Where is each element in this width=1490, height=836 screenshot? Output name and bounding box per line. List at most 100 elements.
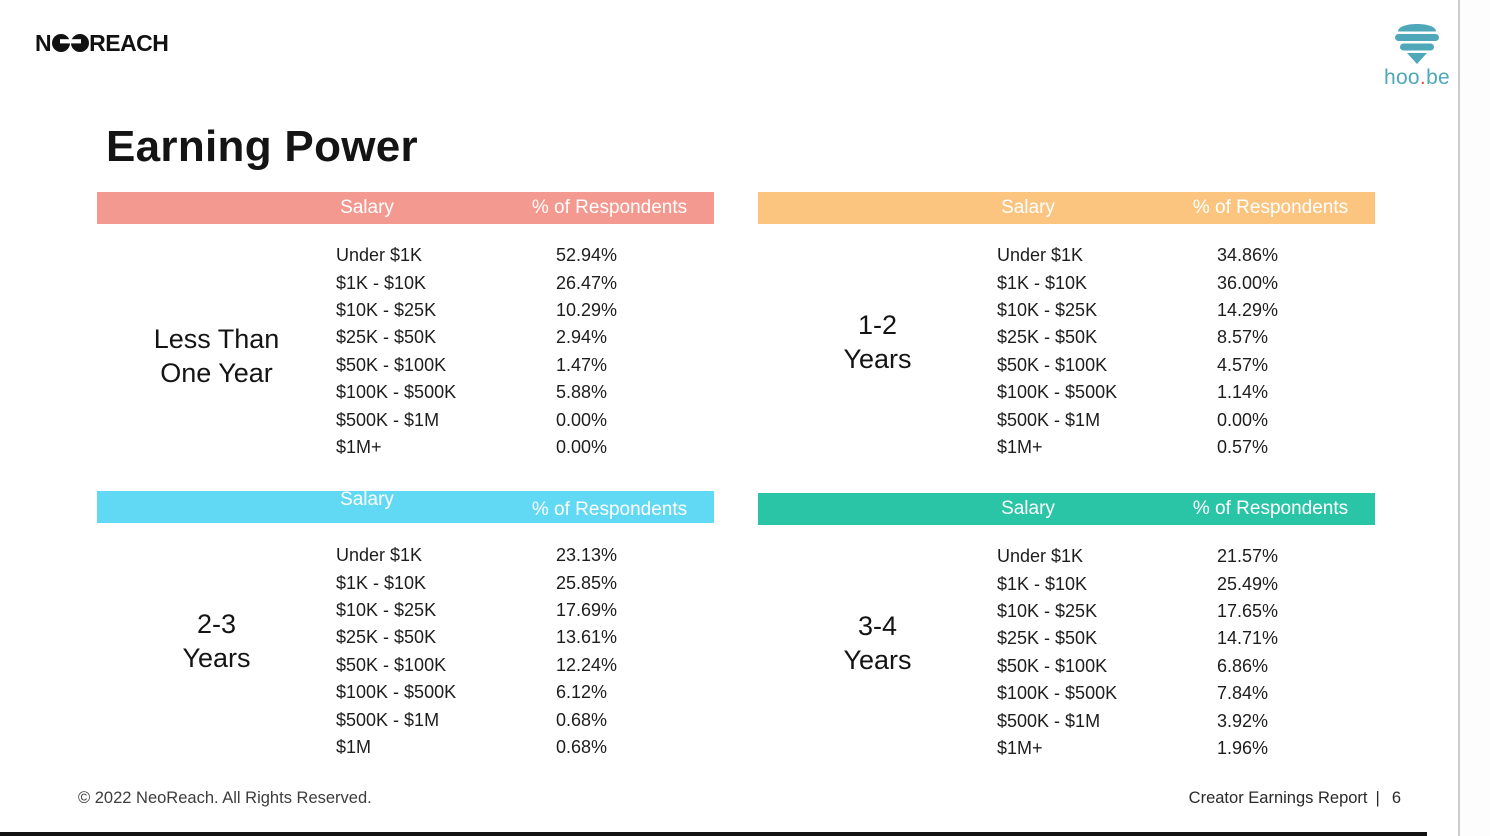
table-row: $100K - $500K 1.14% bbox=[758, 379, 1375, 406]
table-row: $50K - $100K 6.86% bbox=[758, 653, 1375, 680]
pct-cell: 26.47% bbox=[556, 272, 618, 293]
table1-col-header-respondents: % of Respondents bbox=[531, 197, 688, 218]
salary-cell: $500K - $1M bbox=[336, 709, 440, 730]
salary-cell: $100K - $500K bbox=[336, 682, 457, 703]
table-row: $100K - $500K 5.88% bbox=[97, 379, 714, 406]
salary-cell: $1M+ bbox=[997, 737, 1043, 758]
table-row: $25K - $50K 14.71% bbox=[758, 625, 1375, 652]
salary-cell: $1M bbox=[336, 736, 372, 757]
table2-header-band: Salary % of Respondents bbox=[758, 192, 1375, 224]
hoobe-label-pre: hoo bbox=[1383, 66, 1420, 89]
table-row: $500K - $1M 0.00% bbox=[758, 406, 1375, 433]
pct-cell: 8.57% bbox=[1217, 327, 1269, 348]
pct-cell: 52.94% bbox=[556, 245, 618, 266]
table-row: $10K - $25K 17.65% bbox=[758, 598, 1375, 625]
table-row: $1M+ 1.96% bbox=[758, 735, 1375, 762]
pct-cell: 4.57% bbox=[1217, 354, 1269, 375]
table2-body: 1-2 Years Under $1K 34.86% $1K - $10K 36.0… bbox=[758, 224, 1375, 461]
table1-col-header-salary: Salary bbox=[340, 197, 394, 218]
pct-cell: 14.71% bbox=[1217, 628, 1279, 649]
table2-col-header-salary: Salary bbox=[1001, 197, 1055, 218]
salary-cell: $100K - $500K bbox=[997, 683, 1118, 704]
salary-cell: $50K - $100K bbox=[997, 655, 1108, 676]
table2-years-label: 1-2 Years bbox=[758, 232, 997, 451]
table-less-than-one-year: Salary % of Respondents Less Than One Ye… bbox=[97, 192, 714, 461]
table-row: $1K - $10K 25.49% bbox=[758, 570, 1375, 597]
pct-cell: 10.29% bbox=[556, 299, 618, 320]
salary-cell: $100K - $500K bbox=[997, 382, 1118, 403]
salary-cell: $50K - $100K bbox=[997, 354, 1108, 375]
table-row: $10K - $25K 17.69% bbox=[97, 597, 714, 624]
salary-cell: Under $1K bbox=[336, 245, 423, 266]
years-label-line: Years bbox=[843, 343, 912, 374]
neoreach-logo-n: N bbox=[35, 29, 52, 56]
table2-col-header-respondents: % of Respondents bbox=[1192, 197, 1349, 218]
table3-body: 2-3 Years Under $1K 23.13% $1K - $10K 25.8… bbox=[97, 523, 714, 761]
pct-cell: 0.57% bbox=[1217, 436, 1269, 457]
table-row: $1K - $10K 36.00% bbox=[758, 269, 1375, 296]
table-row: $1M+ 0.00% bbox=[97, 434, 714, 461]
table-row: $25K - $50K 8.57% bbox=[758, 324, 1375, 351]
table-row: $500K - $1M 0.00% bbox=[97, 406, 714, 433]
pct-cell: 3.92% bbox=[1217, 710, 1269, 731]
salary-cell: $50K - $100K bbox=[336, 354, 447, 375]
pct-cell: 25.49% bbox=[1217, 573, 1279, 594]
page-edge-line bbox=[1458, 0, 1460, 836]
table1-years-label: Less Than One Year bbox=[97, 246, 336, 465]
table-row: $50K - $100K 1.47% bbox=[97, 352, 714, 379]
table-row: Under $1K 34.86% bbox=[758, 242, 1375, 269]
bottom-page-edge-bar bbox=[0, 832, 1427, 836]
table-3-4-years: Salary % of Respondents 3-4 Years Under … bbox=[758, 493, 1375, 762]
separator: | bbox=[1375, 789, 1380, 807]
table-row: Under $1K 52.94% bbox=[97, 242, 714, 269]
pct-cell: 6.12% bbox=[556, 682, 608, 703]
pct-cell: 1.96% bbox=[1217, 737, 1269, 758]
pct-cell: 2.94% bbox=[556, 327, 608, 348]
salary-cell: $1M+ bbox=[336, 436, 382, 457]
table1-header-band: Salary % of Respondents bbox=[97, 192, 714, 224]
table3-col-header-respondents: % of Respondents bbox=[531, 499, 688, 520]
hoobe-label-dot: . bbox=[1419, 66, 1427, 89]
salary-cell: $500K - $1M bbox=[997, 710, 1101, 731]
salary-cell: $50K - $100K bbox=[336, 654, 447, 675]
table3-years-label: 2-3 Years bbox=[97, 531, 336, 751]
pct-cell: 12.24% bbox=[556, 654, 618, 675]
pct-cell: 0.68% bbox=[556, 709, 608, 730]
report-title: Creator Earnings Report bbox=[1188, 789, 1368, 807]
copyright-text: © 2022 NeoReach. All Rights Reserved. bbox=[78, 789, 372, 807]
years-label-line: Less Than bbox=[153, 323, 280, 354]
table4-col-header-salary: Salary bbox=[1001, 498, 1055, 519]
salary-cell: Under $1K bbox=[997, 245, 1084, 266]
salary-cell: $1K - $10K bbox=[997, 272, 1088, 293]
table4-col-header-respondents: % of Respondents bbox=[1192, 498, 1349, 519]
table-row: $50K - $100K 12.24% bbox=[97, 652, 714, 679]
table-row: $50K - $100K 4.57% bbox=[758, 352, 1375, 379]
salary-cell: $25K - $50K bbox=[336, 627, 437, 648]
page-number: 6 bbox=[1391, 789, 1401, 807]
salary-cell: Under $1K bbox=[997, 546, 1084, 567]
years-label-line: 3-4 bbox=[857, 610, 898, 641]
salary-cell: $500K - $1M bbox=[997, 409, 1101, 430]
neoreach-logo: N REACH bbox=[35, 29, 169, 56]
pct-cell: 34.86% bbox=[1217, 245, 1279, 266]
table-row: $1M+ 0.57% bbox=[758, 434, 1375, 461]
neoreach-o-icon bbox=[70, 34, 89, 52]
neoreach-e-icon bbox=[51, 34, 70, 52]
table3-header-band: Salary % of Respondents bbox=[97, 489, 714, 523]
salary-cell: $25K - $50K bbox=[336, 327, 437, 348]
table-row: Under $1K 21.57% bbox=[758, 543, 1375, 570]
salary-cell: $10K - $25K bbox=[997, 299, 1098, 320]
table-row: Under $1K 23.13% bbox=[97, 542, 714, 569]
table3-col-header-salary: Salary bbox=[340, 489, 394, 510]
pct-cell: 7.84% bbox=[1217, 683, 1269, 704]
hoobe-logo-label: hoo.be bbox=[1384, 66, 1450, 90]
table-row: $500K - $1M 3.92% bbox=[758, 707, 1375, 734]
table-row: $1K - $10K 25.85% bbox=[97, 569, 714, 596]
pct-cell: 25.85% bbox=[556, 572, 618, 593]
pct-cell: 5.88% bbox=[556, 382, 608, 403]
salary-cell: $1K - $10K bbox=[336, 572, 427, 593]
salary-cell: $1K - $10K bbox=[997, 573, 1088, 594]
pct-cell: 13.61% bbox=[556, 627, 618, 648]
salary-cell: $1K - $10K bbox=[336, 272, 427, 293]
table-row: $10K - $25K 14.29% bbox=[758, 297, 1375, 324]
